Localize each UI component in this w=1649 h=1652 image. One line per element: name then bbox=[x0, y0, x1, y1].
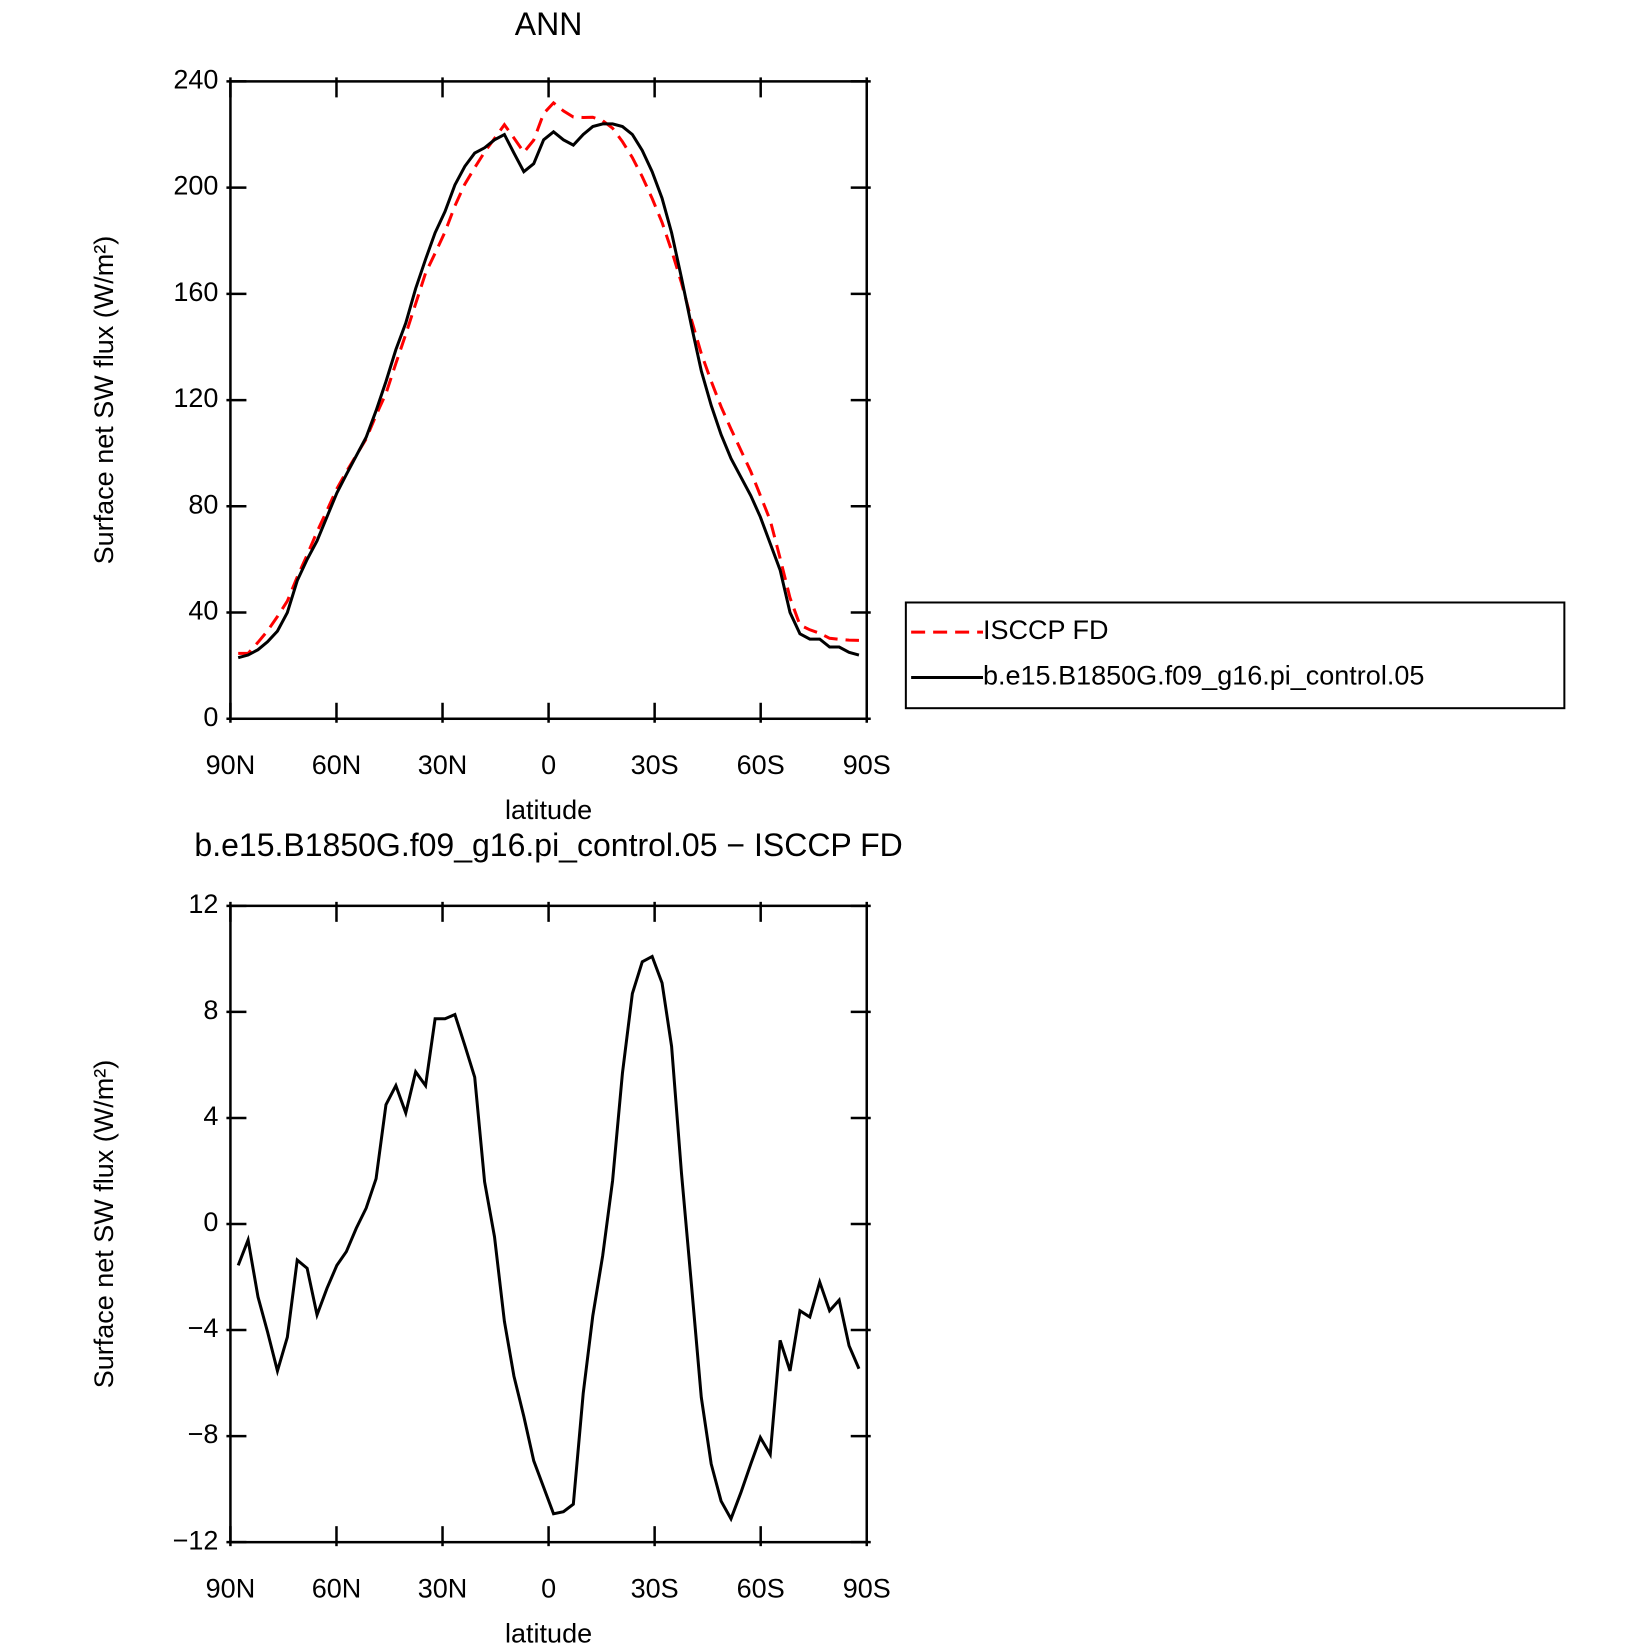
y-tick-label: 160 bbox=[173, 277, 218, 307]
data-line bbox=[238, 100, 860, 655]
panel: ANN latitude Surface net SW flux (W/m²) 0 40… bbox=[89, 6, 1566, 825]
y-tick-label: 0 bbox=[203, 702, 218, 732]
legend-label: ISCCP FD bbox=[983, 615, 1109, 645]
x-tick-label: 90N bbox=[206, 750, 256, 780]
y-tick-label: −4 bbox=[188, 1313, 219, 1343]
chart-title: ANN bbox=[515, 6, 583, 42]
y-tick-label: −8 bbox=[188, 1419, 219, 1449]
x-tick-label: 60N bbox=[312, 750, 362, 780]
y-axis-label: Surface net SW flux (W/m²) bbox=[89, 1060, 119, 1389]
y-tick-label: 240 bbox=[173, 65, 218, 95]
x-tick-label: 90S bbox=[843, 1573, 891, 1603]
legend-label: b.e15.B1850G.f09_g16.pi_control.05 bbox=[983, 661, 1424, 691]
x-tick-label: 30N bbox=[418, 1573, 468, 1603]
y-axis-label: Surface net SW flux (W/m²) bbox=[89, 236, 119, 565]
y-tick-label: 120 bbox=[173, 383, 218, 413]
x-tick-label: 30N bbox=[418, 750, 468, 780]
x-tick-label: 90S bbox=[843, 750, 891, 780]
x-axis-label: latitude bbox=[505, 1618, 592, 1648]
data-line bbox=[237, 122, 860, 660]
plot-frame bbox=[229, 80, 868, 721]
x-tick-label: 0 bbox=[541, 1573, 556, 1603]
y-tick-label: 0 bbox=[203, 1207, 218, 1237]
y-tick-label: 200 bbox=[173, 171, 218, 201]
x-tick-label: 60N bbox=[312, 1573, 362, 1603]
legend-box bbox=[904, 601, 1566, 710]
data-line bbox=[236, 954, 861, 1523]
panel: b.e15.B1850G.f09_g16.pi_control.05 − ISC… bbox=[89, 827, 903, 1648]
y-tick-label: 40 bbox=[188, 596, 218, 626]
x-tick-label: 60S bbox=[737, 750, 785, 780]
y-tick-label: −12 bbox=[173, 1525, 219, 1555]
y-tick-label: 80 bbox=[188, 489, 218, 519]
x-tick-label: 30S bbox=[631, 750, 679, 780]
y-tick-label: 12 bbox=[188, 889, 218, 919]
y-tick-label: 4 bbox=[203, 1101, 218, 1131]
x-axis-label: latitude bbox=[505, 795, 592, 825]
x-tick-label: 90N bbox=[206, 1573, 256, 1603]
x-tick-label: 0 bbox=[541, 750, 556, 780]
x-tick-label: 30S bbox=[631, 1573, 679, 1603]
chart-title: b.e15.B1850G.f09_g16.pi_control.05 − ISC… bbox=[194, 827, 902, 863]
y-tick-label: 8 bbox=[203, 995, 218, 1025]
x-tick-label: 60S bbox=[737, 1573, 785, 1603]
